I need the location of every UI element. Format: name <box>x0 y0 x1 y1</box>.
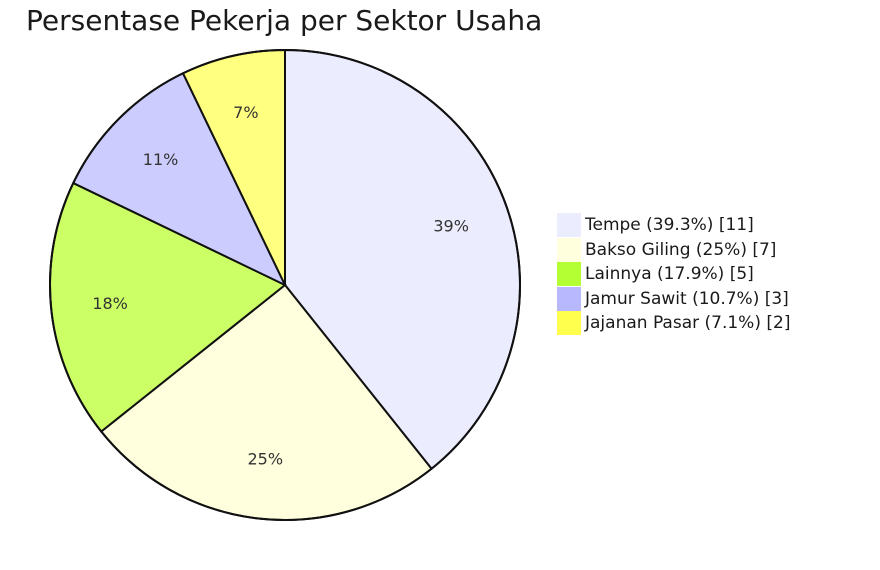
legend-label: Tempe (39.3%) [11] <box>585 215 754 235</box>
legend-item-jajanan-pasar: Jajanan Pasar (7.1%) [2] <box>557 311 790 335</box>
legend-swatch <box>557 286 581 311</box>
slice-label-bakso-giling: 25% <box>248 449 284 468</box>
legend-swatch <box>557 237 581 262</box>
legend-label: Lainnya (17.9%) [5] <box>585 264 754 284</box>
slice-label-lainnya: 18% <box>92 294 128 313</box>
legend-label: Jamur Sawit (10.7%) [3] <box>585 288 789 309</box>
legend-item-jamur-sawit: Jamur Sawit (10.7%) [3] <box>557 286 790 311</box>
pie-slices <box>49 48 521 521</box>
slice-label-tempe: 39% <box>433 216 469 235</box>
slice-label-jamur-sawit: 11% <box>143 150 179 169</box>
legend-item-bakso-giling: Bakso Giling (25%) [7] <box>557 237 790 262</box>
legend-swatch <box>557 262 581 286</box>
pie-outline <box>49 49 521 521</box>
legend-swatch <box>557 311 581 335</box>
legend-label: Jajanan Pasar (7.1%) [2] <box>585 313 791 333</box>
legend-item-tempe: Tempe (39.3%) [11] <box>557 213 790 237</box>
legend-label: Bakso Giling (25%) [7] <box>585 239 777 260</box>
legend-item-lainnya: Lainnya (17.9%) [5] <box>557 262 790 286</box>
legend-swatch <box>557 213 581 237</box>
chart-title: Persentase Pekerja per Sektor Usaha <box>26 4 543 37</box>
chart-legend: Tempe (39.3%) [11] Bakso Giling (25%) [7]… <box>557 213 790 336</box>
slice-label-jajanan-pasar: 7% <box>233 103 258 122</box>
pie-slice-labels: 39% 25% 18% 11% 7% <box>92 103 469 468</box>
